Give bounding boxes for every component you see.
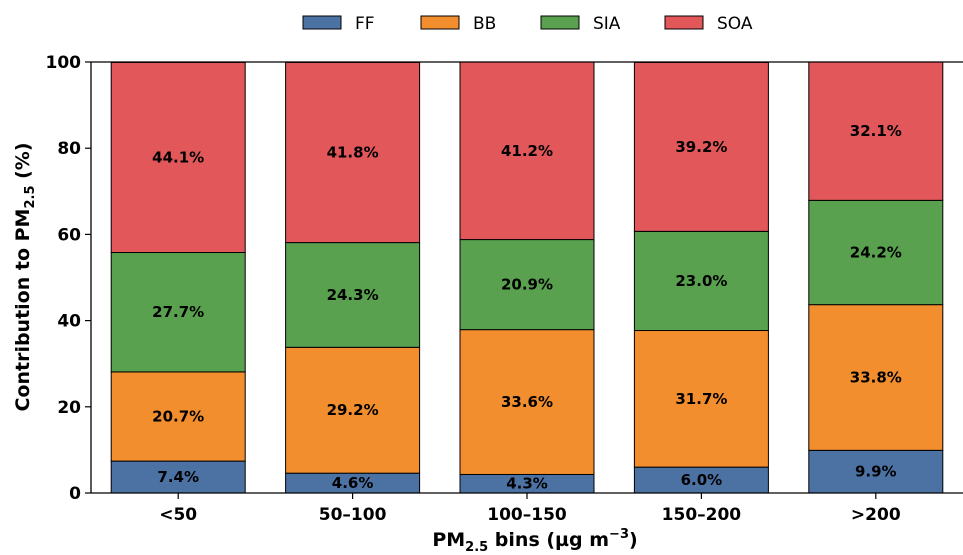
y-tick-label: 60 xyxy=(57,225,81,245)
legend-label-sia: SIA xyxy=(593,14,621,34)
data-labels: 7.4% 20.7% 27.7% 44.1% 4.6% 29.2% 24.3% 41.8% 4.… xyxy=(152,122,902,493)
x-tick-label: 100–150 xyxy=(487,505,567,525)
y-tick-label: 40 xyxy=(57,312,81,332)
bar-soa-3 xyxy=(633,61,769,232)
data-label-sia-2: 20.9% xyxy=(501,276,553,294)
bar-bb-3 xyxy=(633,330,769,468)
legend-label-bb: BB xyxy=(473,14,496,34)
bar-bb-1 xyxy=(285,346,421,474)
bar-sia-2 xyxy=(459,239,595,331)
data-label-bb-0: 20.7% xyxy=(152,407,204,425)
bar-soa-1 xyxy=(285,61,421,244)
bar-soa-2 xyxy=(459,61,595,241)
legend-swatch-ff xyxy=(302,15,342,30)
data-label-ff-3: 6.0% xyxy=(681,471,723,489)
data-label-soa-4: 32.1% xyxy=(850,122,902,140)
data-label-soa-1: 41.8% xyxy=(327,144,379,162)
x-tick-label: >200 xyxy=(851,505,901,525)
data-label-bb-1: 29.2% xyxy=(327,401,379,419)
y-axis-label: Contribution to PM2.5 (%) xyxy=(12,142,38,411)
legend-swatch-sia xyxy=(540,15,580,30)
data-label-ff-0: 7.4% xyxy=(157,468,199,486)
y-tick-label: 20 xyxy=(57,398,81,418)
legend-swatch-bb xyxy=(420,15,460,30)
data-label-bb-4: 33.8% xyxy=(850,368,902,386)
bar-bb-0 xyxy=(110,371,246,462)
data-label-bb-2: 33.6% xyxy=(501,393,553,411)
data-label-ff-4: 9.9% xyxy=(855,463,897,481)
data-label-ff-1: 4.6% xyxy=(332,474,374,492)
x-axis-label: PM2.5 bins (µg m−3) xyxy=(432,527,637,555)
data-label-soa-2: 41.2% xyxy=(501,142,553,160)
bar-sia-4 xyxy=(808,199,944,306)
y-tick-label: 0 xyxy=(69,484,81,504)
data-label-soa-0: 44.1% xyxy=(152,148,204,166)
bar-bb-2 xyxy=(459,329,595,475)
bar-bb-4 xyxy=(808,304,944,451)
y-tick-label: 80 xyxy=(57,139,81,159)
legend: FF BB SIA SOA xyxy=(302,14,753,34)
x-tick-label: <50 xyxy=(159,505,197,525)
legend-swatch-soa xyxy=(664,15,704,30)
legend-label-soa: SOA xyxy=(717,14,753,34)
bar-soa-0 xyxy=(110,61,246,254)
bar-ff-4 xyxy=(808,449,944,494)
bar-sia-1 xyxy=(285,242,421,348)
data-label-soa-3: 39.2% xyxy=(675,138,727,156)
data-label-sia-4: 24.2% xyxy=(850,244,902,262)
y-tick-label: 100 xyxy=(46,53,82,73)
x-tick-label: 150–200 xyxy=(662,505,742,525)
data-label-sia-1: 24.3% xyxy=(327,286,379,304)
legend-label-ff: FF xyxy=(355,14,375,34)
data-label-sia-0: 27.7% xyxy=(152,303,204,321)
bars xyxy=(110,61,944,494)
x-axis-ticks: <50 50–100 100–150 150–200 >200 xyxy=(159,493,901,525)
x-tick-label: 50–100 xyxy=(319,505,387,525)
data-label-bb-3: 31.7% xyxy=(675,390,727,408)
data-label-ff-2: 4.3% xyxy=(506,475,548,493)
bar-sia-3 xyxy=(633,230,769,332)
y-axis-ticks: 0 20 40 60 80 100 xyxy=(46,53,91,504)
data-label-sia-3: 23.0% xyxy=(675,272,727,290)
bar-ff-3 xyxy=(633,466,769,494)
bar-ff-0 xyxy=(110,460,246,494)
